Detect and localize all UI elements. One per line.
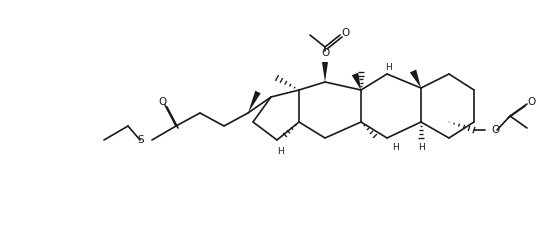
Text: O: O <box>158 97 166 107</box>
Polygon shape <box>352 73 361 90</box>
Text: H: H <box>385 63 391 73</box>
Text: O: O <box>527 97 535 107</box>
Polygon shape <box>322 62 328 82</box>
Text: O: O <box>341 28 349 38</box>
Text: O: O <box>321 48 329 58</box>
Text: S: S <box>137 135 144 145</box>
Text: O: O <box>491 125 499 135</box>
Polygon shape <box>248 91 261 113</box>
Text: H: H <box>418 144 424 153</box>
Text: H: H <box>392 144 398 153</box>
Text: H: H <box>277 148 284 157</box>
Polygon shape <box>410 70 421 88</box>
